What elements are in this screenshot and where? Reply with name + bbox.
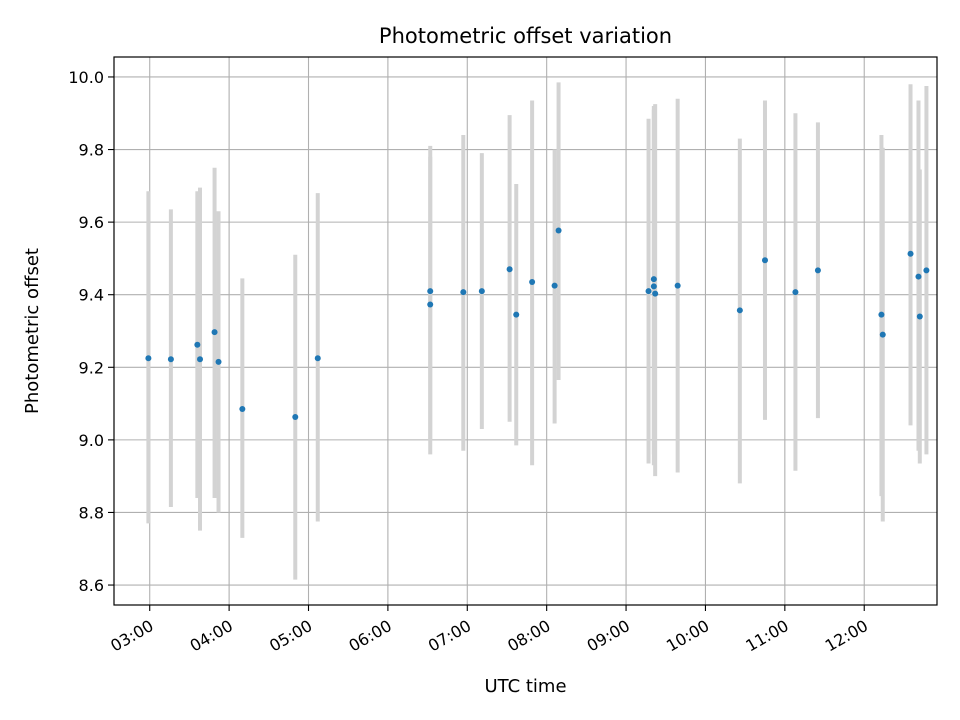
data-point: [211, 329, 218, 336]
data-point: [736, 307, 743, 314]
data-point: [879, 331, 886, 338]
data-point: [555, 227, 562, 234]
grid: [114, 57, 937, 605]
data-point: [478, 288, 485, 295]
data-point: [427, 288, 434, 295]
data-point: [650, 276, 657, 283]
y-tick-label: 8.6: [79, 576, 104, 595]
data-point: [652, 290, 659, 297]
data-point: [916, 313, 923, 320]
data-point: [427, 301, 434, 308]
data-point: [194, 341, 201, 348]
data-point: [239, 406, 246, 413]
data-point: [814, 267, 821, 274]
plot-frame: [113, 56, 938, 606]
data-point: [792, 289, 799, 296]
y-axis-ticks: 8.6 8.8 9.0 9.2 9.4 9.6 9.8 10.0: [68, 68, 114, 595]
plot-area: [114, 57, 937, 605]
data-point: [674, 282, 681, 289]
y-tick-label: 9.8: [79, 141, 104, 160]
data-point: [145, 355, 152, 362]
data-point: [551, 282, 558, 289]
data-point: [460, 289, 467, 296]
data-point: [761, 257, 768, 264]
data-point: [292, 414, 299, 421]
y-tick-label: 8.8: [79, 503, 104, 522]
y-axis-label: Photometric offset: [22, 248, 43, 414]
y-tick-label: 9.2: [79, 358, 104, 377]
x-axis-label: UTC time: [484, 676, 566, 697]
data-point: [513, 311, 520, 318]
data-points: [145, 227, 930, 421]
chart-title: Photometric offset variation: [379, 24, 672, 48]
data-point: [907, 250, 914, 257]
data-point: [645, 288, 652, 295]
data-point: [197, 356, 204, 363]
data-point: [878, 311, 885, 318]
data-point: [506, 266, 513, 273]
data-point: [650, 283, 657, 290]
y-tick-label: 9.6: [79, 213, 104, 232]
y-tick-label: 9.4: [79, 286, 104, 305]
data-point: [529, 279, 536, 286]
data-point: [314, 355, 321, 362]
data-point: [915, 273, 922, 280]
data-point: [923, 267, 930, 274]
data-point: [215, 358, 222, 365]
y-tick-label: 10.0: [68, 68, 104, 87]
data-point: [167, 356, 174, 363]
y-tick-label: 9.0: [79, 431, 104, 450]
